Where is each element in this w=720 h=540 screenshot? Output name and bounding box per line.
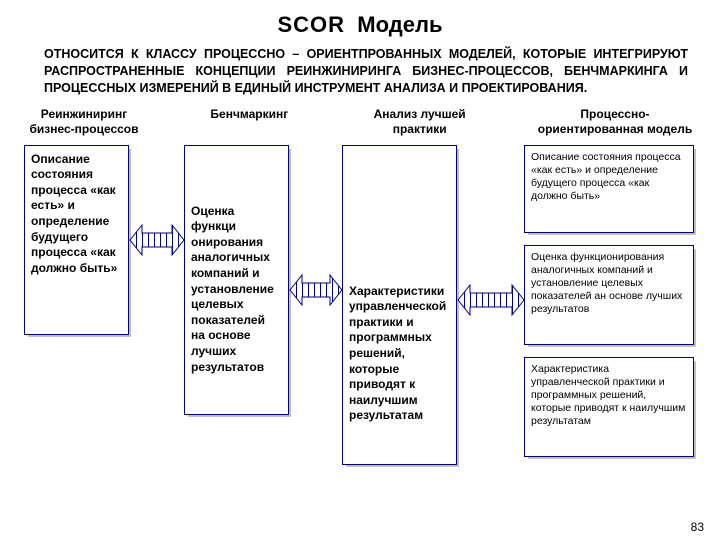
header-1: Реинжиниринг бизнес-процессов xyxy=(24,107,144,137)
box-result-3: Характеристика управленческой практики и… xyxy=(524,357,694,457)
arrow-2-3 xyxy=(290,265,342,315)
box-4b-text: Оценка функционирования аналогичных комп… xyxy=(525,246,693,322)
column-headers: Реинжиниринг бизнес-процессов Бенчмаркин… xyxy=(0,101,720,137)
arrow-3-4 xyxy=(458,275,524,325)
box-4a-text: Описание состояния процесса «как есть» и… xyxy=(525,146,693,209)
page-title: SCOR Модель xyxy=(0,0,720,38)
header-3: Анализ лучшей практики xyxy=(355,107,485,137)
title-rest: Модель xyxy=(357,12,442,37)
box-best-practice: Характеристики управленческой практики и… xyxy=(342,145,457,465)
box-4c-text: Характеристика управленческой практики и… xyxy=(525,358,693,434)
subtitle: ОТНОСИТСЯ К КЛАССУ ПРОЦЕССНО – ОРИЕНТПРО… xyxy=(0,38,720,101)
box-1-text: Описание состояния процесса «как есть» и… xyxy=(25,146,128,283)
header-4: Процессно-ориентированная модель xyxy=(530,107,700,137)
header-2: Бенчмаркинг xyxy=(189,107,309,137)
box-reengineering: Описание состояния процесса «как есть» и… xyxy=(24,145,129,335)
page-number: 83 xyxy=(691,520,704,534)
diagram-area: Описание состояния процесса «как есть» и… xyxy=(0,145,720,485)
box-3-text: Характеристики управленческой практики и… xyxy=(343,146,456,430)
arrow-1-2 xyxy=(130,215,184,265)
box-2-text: Оценка функци онирования аналогичных ком… xyxy=(185,146,288,382)
box-benchmarking: Оценка функци онирования аналогичных ком… xyxy=(184,145,289,415)
box-result-1: Описание состояния процесса «как есть» и… xyxy=(524,145,694,233)
title-scor: SCOR xyxy=(278,12,346,37)
box-result-2: Оценка функционирования аналогичных комп… xyxy=(524,245,694,345)
